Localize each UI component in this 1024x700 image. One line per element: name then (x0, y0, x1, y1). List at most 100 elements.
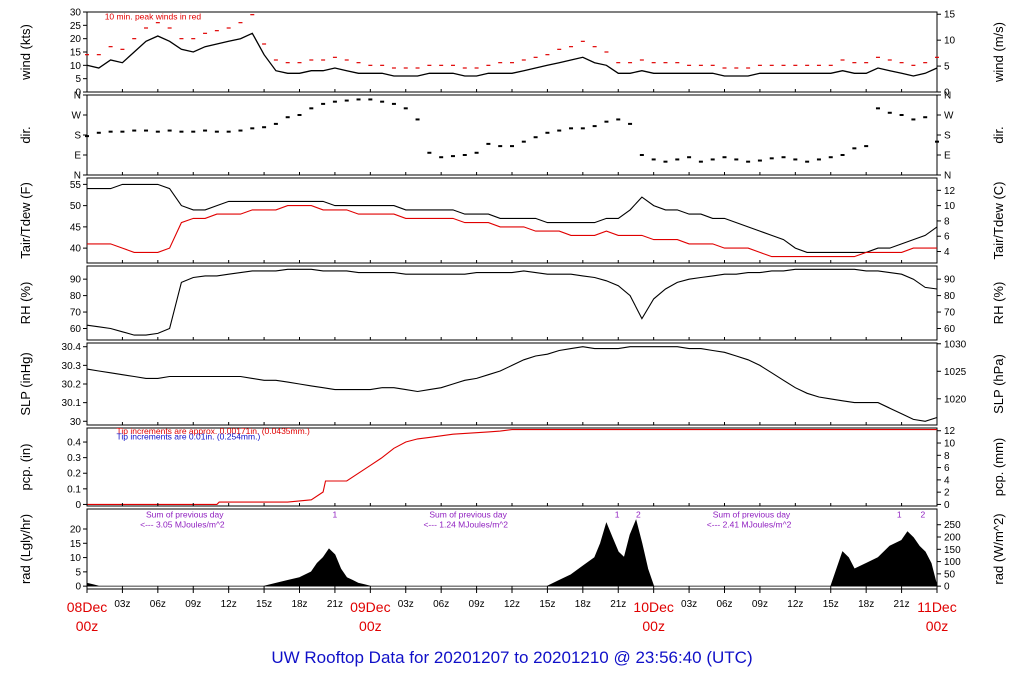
dir-point (498, 145, 503, 148)
x-tick-label: 12z (221, 599, 237, 610)
pcp-ytick-label: 0.3 (67, 453, 81, 464)
temp-ytick-right-label: 8 (944, 216, 950, 227)
dir-point (368, 98, 373, 101)
dir-point (226, 130, 231, 133)
wind-frame (86, 11, 938, 93)
x-tick-label: 15z (539, 599, 555, 610)
dir-point (309, 107, 314, 110)
dir-point (592, 125, 597, 128)
dir-ytick-right-label: W (944, 111, 954, 122)
dir-point (85, 135, 89, 138)
dir-point (415, 118, 420, 121)
temp-ytick-label: 40 (70, 244, 82, 255)
x-tick-label: 09z (185, 599, 201, 610)
wind-ytick-label: 20 (70, 34, 82, 45)
x-tick-label: 18z (858, 599, 874, 610)
rh-ytick-right-label: 80 (944, 291, 956, 302)
temp-ytick-right-label: 4 (944, 247, 950, 258)
footer-title: UW Rooftop Data for 20201207 to 20201210… (271, 648, 753, 667)
pcp-annotation: Tip increments are approx. 0.00171in. (0… (117, 426, 311, 436)
rad-ytick-right-label: 200 (944, 533, 961, 544)
rad-annotation: 1 (333, 510, 338, 520)
rh-ytick-label: 90 (70, 275, 82, 286)
temp-ytick-label: 45 (70, 222, 82, 233)
slp-ylabel: SLP (inHg) (18, 352, 33, 415)
rad-ytick-right-label: 50 (944, 569, 956, 580)
dir-point (427, 151, 432, 154)
dir-point (450, 155, 455, 158)
pcp-ylabel-right: pcp. (mm) (991, 438, 1006, 497)
rh-ytick-right-label: 70 (944, 308, 956, 319)
dir-ylabel-right: dir. (991, 126, 1006, 143)
dir-point (628, 122, 633, 125)
slp-ytick-right-label: 1030 (944, 339, 967, 350)
dir-point (262, 126, 267, 129)
pcp-ytick-right-label: 8 (944, 451, 950, 462)
pcp-series-pcp (87, 429, 937, 505)
x-tick-label: 12z (504, 599, 520, 610)
wind-ylabel: wind (kts) (18, 24, 33, 81)
x-day-label: 11Dec (917, 599, 956, 615)
wind-ytick-right-label: 5 (944, 62, 950, 73)
x-tick-label: 03z (681, 599, 697, 610)
dir-point (557, 129, 562, 132)
dir-point (96, 131, 101, 134)
dir-point (781, 156, 786, 159)
rad-ylabel-right: rad (W/m^2) (991, 513, 1006, 584)
dir-point (698, 160, 703, 163)
rad-ytick-label: 5 (75, 567, 81, 578)
dir-point (828, 156, 833, 159)
dir-point (250, 127, 255, 130)
pcp-ytick-label: 0 (75, 500, 81, 511)
x-tick-label: 06z (433, 599, 449, 610)
dir-ylabel: dir. (18, 126, 33, 143)
dir-point (238, 129, 243, 132)
dir-ytick-right-label: S (944, 131, 951, 142)
dir-point (604, 120, 609, 123)
dir-point (545, 131, 550, 134)
wind-ytick-label: 5 (75, 74, 81, 85)
panel-wind: 0 5 10 15 20 25 30 0 5 10 15 wind (kts) wind (m/s) 10… (18, 8, 1006, 99)
x-tick-label: 21z (894, 599, 910, 610)
dir-point (356, 98, 361, 101)
wind-ytick-right-label: 10 (944, 36, 956, 47)
wind-ytick-label: 30 (70, 8, 82, 19)
rad-annotation: <--- 1.24 MJoules/m^2 (423, 520, 508, 530)
dir-ytick-label: N (74, 171, 81, 182)
slp-ytick-label: 30.3 (62, 361, 82, 372)
x-day-label-hour: 00z (642, 618, 665, 634)
slp-ytick-label: 30 (70, 417, 82, 428)
rad-annotation: <--- 3.05 MJoules/m^2 (140, 520, 225, 530)
dir-point (391, 102, 396, 105)
rad-ytick-right-label: 100 (944, 557, 961, 568)
dir-ytick-right-label: N (944, 171, 951, 182)
x-tick-label: 21z (610, 599, 626, 610)
pcp-ytick-label: 0.2 (67, 469, 81, 480)
dir-frame (86, 94, 938, 176)
rad-annotation: 1 (897, 510, 902, 520)
rh-ytick-right-label: 60 (944, 324, 956, 335)
dir-ytick-label: N (74, 91, 81, 102)
temp-ylabel-right: Tair/Tdew (C) (991, 181, 1006, 259)
rad-annotation: 2 (636, 510, 641, 520)
dir-point (722, 156, 727, 159)
rh-ylabel: RH (%) (18, 282, 33, 325)
wind-series-peak (85, 14, 939, 69)
dir-point (214, 130, 219, 133)
x-tick-label: 21z (327, 599, 343, 610)
dir-point (899, 114, 904, 116)
x-tick-label: 09z (752, 599, 768, 610)
x-axis: 08Dec 00z 03z 06z 09z 12z 15z 18z 21z 09Dec 00z 03z… (67, 589, 957, 634)
dir-ytick-label: E (74, 151, 81, 162)
temp-ytick-label: 55 (70, 180, 82, 191)
wind-ytick-label: 25 (70, 21, 82, 32)
dir-point (746, 160, 751, 163)
slp-frame (86, 342, 938, 426)
wind-ytick-label: 10 (70, 61, 82, 72)
x-day-label: 10Dec (633, 599, 673, 615)
rh-ytick-label: 70 (70, 308, 82, 319)
dir-point (439, 156, 444, 159)
rh-frame (86, 265, 938, 341)
